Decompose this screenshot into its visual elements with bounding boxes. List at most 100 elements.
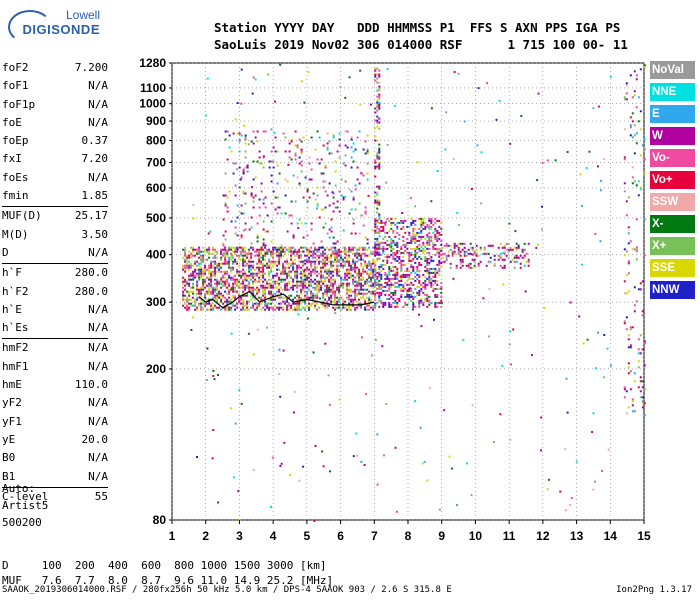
echo-point bbox=[449, 262, 452, 265]
param-row: h`Es N/A bbox=[2, 319, 108, 337]
echo-point bbox=[394, 301, 397, 304]
echo-point bbox=[224, 270, 227, 273]
param-name: B0 bbox=[2, 451, 16, 465]
echo-point bbox=[280, 246, 283, 249]
echo-point bbox=[244, 294, 247, 297]
echo-point bbox=[242, 168, 245, 171]
echo-point bbox=[342, 258, 345, 261]
echo-point bbox=[246, 256, 249, 259]
echo-point bbox=[354, 232, 357, 235]
echo-point bbox=[356, 284, 359, 287]
echo-point bbox=[236, 284, 239, 287]
echo-point bbox=[300, 272, 303, 275]
echo-point bbox=[214, 254, 217, 257]
echo-point bbox=[196, 264, 199, 267]
echo-point bbox=[236, 268, 239, 271]
echo-point bbox=[637, 288, 640, 291]
echo-point bbox=[440, 249, 443, 252]
echo-point bbox=[296, 264, 299, 267]
noise-point bbox=[575, 460, 578, 463]
echo-point bbox=[274, 304, 277, 307]
echo-point bbox=[312, 280, 315, 283]
echo-point bbox=[408, 225, 411, 228]
param-name: h`E bbox=[2, 302, 22, 316]
echo-point bbox=[479, 260, 482, 263]
echo-point bbox=[288, 246, 291, 249]
echo-point bbox=[304, 268, 307, 271]
echo-point bbox=[306, 290, 309, 293]
echo-point bbox=[414, 251, 417, 254]
echo-point bbox=[631, 96, 634, 99]
echo-point bbox=[627, 346, 630, 349]
echo-point bbox=[635, 184, 638, 187]
echo-point bbox=[266, 214, 269, 217]
echo-point bbox=[224, 260, 227, 263]
echo-point bbox=[527, 260, 530, 263]
echo-point bbox=[410, 289, 413, 292]
noise-point bbox=[359, 69, 362, 72]
echo-point bbox=[218, 306, 221, 309]
noise-point bbox=[430, 200, 433, 203]
echo-point bbox=[312, 268, 315, 271]
echo-point bbox=[352, 198, 355, 201]
echo-point bbox=[234, 220, 237, 223]
echo-point bbox=[298, 306, 301, 309]
echo-point bbox=[633, 180, 636, 183]
echo-point bbox=[234, 246, 237, 249]
echo-point bbox=[453, 242, 456, 245]
echo-point bbox=[370, 252, 373, 255]
echo-point bbox=[499, 254, 502, 257]
echo-point bbox=[453, 252, 456, 255]
echo-point bbox=[192, 254, 195, 257]
echo-point bbox=[188, 294, 191, 297]
echo-point bbox=[304, 284, 307, 287]
echo-point bbox=[344, 248, 347, 251]
echo-point bbox=[410, 239, 413, 242]
echo-point bbox=[336, 250, 339, 253]
echo-point bbox=[218, 268, 221, 271]
echo-point bbox=[344, 278, 347, 281]
echo-point bbox=[294, 254, 297, 257]
noise-point bbox=[509, 438, 512, 441]
echo-point bbox=[463, 254, 466, 257]
echo-point bbox=[364, 280, 367, 283]
echo-point bbox=[246, 304, 249, 307]
echo-point bbox=[262, 280, 265, 283]
echo-point bbox=[286, 276, 289, 279]
echo-point bbox=[390, 245, 393, 248]
echo-point bbox=[342, 300, 345, 303]
echo-point bbox=[226, 158, 229, 161]
echo-point bbox=[459, 266, 462, 269]
echo-point bbox=[394, 251, 397, 254]
echo-point bbox=[290, 158, 293, 161]
echo-point bbox=[402, 263, 405, 266]
echo-point bbox=[430, 235, 433, 238]
echo-point bbox=[384, 247, 387, 250]
echo-point bbox=[635, 78, 638, 81]
echo-point bbox=[408, 251, 411, 254]
echo-point bbox=[220, 276, 223, 279]
echo-point bbox=[332, 264, 335, 267]
echo-point bbox=[224, 254, 227, 257]
echo-point bbox=[360, 262, 363, 265]
echo-point bbox=[250, 260, 253, 263]
echo-point bbox=[418, 279, 421, 282]
echo-point bbox=[188, 266, 191, 269]
echo-point bbox=[284, 286, 287, 289]
noise-point bbox=[410, 295, 413, 298]
echo-point bbox=[356, 266, 359, 269]
echo-point bbox=[196, 308, 199, 311]
echo-point bbox=[252, 196, 255, 199]
echo-point bbox=[382, 301, 385, 304]
echo-point bbox=[420, 225, 423, 228]
echo-point bbox=[521, 248, 524, 251]
echo-point bbox=[332, 288, 335, 291]
legend-item: NNE bbox=[650, 83, 695, 101]
echo-point bbox=[244, 308, 247, 311]
echo-point bbox=[194, 308, 197, 311]
echo-point bbox=[340, 284, 343, 287]
noise-point bbox=[537, 92, 540, 95]
echo-point bbox=[252, 142, 255, 145]
noise-point bbox=[327, 374, 330, 377]
echo-point bbox=[336, 260, 339, 263]
